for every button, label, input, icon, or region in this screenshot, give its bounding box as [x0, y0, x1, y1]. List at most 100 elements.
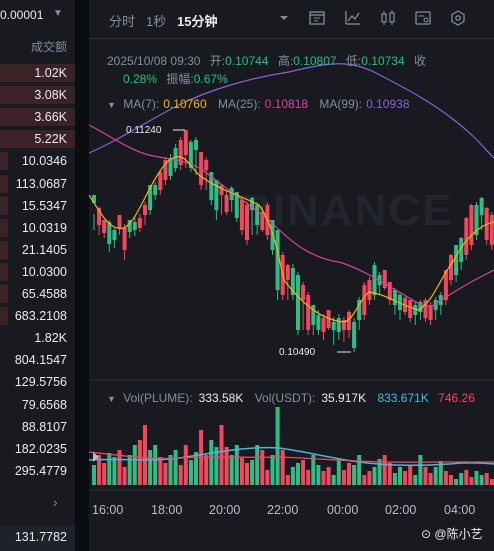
scroll-marker-icon[interactable]	[93, 452, 99, 462]
chart-line-icon[interactable]	[344, 9, 362, 27]
time-axis-label: 16:00	[92, 503, 124, 517]
order-book-row[interactable]: 1.82K	[0, 327, 75, 349]
order-book-row[interactable]: 129.5756	[0, 371, 75, 393]
column-header-turnover: 成交额	[30, 40, 67, 54]
order-book-row[interactable]: 5.22K	[0, 128, 75, 150]
depth-bar	[0, 240, 8, 259]
candle-body	[474, 205, 479, 235]
order-book-row[interactable]: 3.66K	[0, 106, 75, 128]
chevron-down-icon: ▼	[53, 8, 63, 19]
volume-bar	[163, 463, 168, 485]
order-book-row[interactable]: 10.0300	[0, 261, 75, 283]
order-book-row[interactable]: 79.6568	[0, 394, 75, 416]
candle-body	[382, 270, 387, 288]
depth-bar	[0, 152, 8, 171]
depth-bar	[0, 262, 8, 281]
volume-bar	[321, 471, 326, 485]
candle-body	[459, 238, 464, 262]
volume-bar	[214, 447, 219, 485]
candle-type-icon[interactable]	[379, 9, 397, 27]
depth-bar	[0, 307, 8, 326]
volume-bar	[158, 457, 163, 485]
candle-body	[245, 205, 249, 240]
volume-bar	[357, 455, 362, 485]
order-book-row[interactable]: 15.5347	[0, 195, 75, 217]
order-book-panel: 0.00001 ▼ 成交额 1.02K 3.08K 3.66K 5.22K 10.034…	[0, 0, 75, 551]
volume-bar	[311, 455, 316, 485]
order-book-row[interactable]: 182.0235	[0, 438, 75, 460]
order-book-row[interactable]: 88.8107	[0, 416, 75, 438]
candle-body	[347, 312, 351, 330]
volume-bar	[183, 445, 188, 485]
candle-body	[153, 185, 158, 195]
row-value: 65.4588	[21, 287, 67, 301]
ma25-label: MA(25):	[218, 97, 261, 111]
chart-canvas: BINANCE	[89, 63, 494, 491]
volume-bar	[469, 477, 474, 485]
candle-body	[194, 140, 198, 150]
depth-bar	[0, 130, 75, 149]
candle-body	[199, 152, 204, 185]
candle-body	[367, 280, 372, 300]
volume-bar	[265, 470, 270, 485]
change-row: 0.28% 振幅:0.67%	[123, 70, 228, 87]
candle-body	[127, 220, 132, 232]
precision-value: 0.00001	[0, 8, 44, 22]
candle-body	[331, 322, 336, 330]
volume-bar	[153, 445, 158, 485]
depth-bar	[0, 86, 75, 105]
candle-body	[163, 160, 168, 180]
candle-body	[209, 172, 214, 200]
order-book-row[interactable]: 21.1405	[0, 239, 75, 261]
order-book-row[interactable]: 10.0346	[0, 150, 75, 172]
chevron-right-icon[interactable]: ›	[53, 494, 58, 510]
candle-body	[290, 268, 295, 295]
volume-bar	[387, 463, 392, 485]
kline-chart[interactable]: 分时 1秒 15分钟 BINANCE 0.11240 0.10490 2025/…	[89, 0, 494, 551]
gear-icon[interactable]	[449, 9, 467, 27]
candle-datetime: 2025/10/08 09:30	[107, 54, 201, 68]
chart-settings-icon[interactable]	[414, 9, 432, 27]
order-book-row[interactable]: 804.1547	[0, 349, 75, 371]
volume-bar	[255, 445, 260, 485]
order-book-row[interactable]: 295.4779	[0, 460, 75, 482]
order-book-row[interactable]: 3.08K	[0, 84, 75, 106]
volume-bar	[245, 463, 249, 485]
order-book-row[interactable]: 10.0319	[0, 217, 75, 239]
volume-bar	[178, 465, 183, 485]
volume-bar	[102, 463, 107, 485]
interval-dropdown-icon[interactable]	[275, 9, 293, 27]
chart-toolbar: 分时 1秒 15分钟	[89, 0, 494, 39]
candle-body	[408, 300, 413, 318]
volume-bar	[122, 467, 127, 485]
tab-15m[interactable]: 15分钟	[177, 14, 218, 29]
volume-bar	[143, 425, 147, 485]
high-price-label: 0.11240	[126, 125, 162, 136]
candle-body	[479, 198, 484, 215]
vol-ma2-value: 746.26	[438, 391, 475, 405]
indicator-settings-icon[interactable]	[308, 9, 326, 27]
volume-bar	[285, 475, 290, 485]
candle-body	[183, 130, 188, 155]
candle-body	[362, 285, 367, 315]
order-book-row[interactable]: 113.0687	[0, 173, 75, 195]
volume-bar	[459, 473, 464, 485]
order-book-row[interactable]: 1.02K	[0, 62, 75, 84]
tab-1s[interactable]: 1秒	[146, 14, 167, 29]
candle-body	[392, 290, 397, 305]
candle-body	[168, 158, 173, 176]
precision-selector[interactable]: 0.00001 ▼	[0, 8, 75, 22]
row-value: 1.02K	[34, 66, 67, 80]
order-book-row[interactable]: 65.4588	[0, 283, 75, 305]
volume-bar	[229, 455, 234, 485]
order-book-row[interactable]: 683.2108	[0, 305, 75, 327]
row-value: 182.0235	[14, 441, 67, 456]
candle-body	[275, 230, 280, 290]
volume-bar	[194, 452, 198, 485]
candle-body	[132, 222, 137, 230]
tab-time-sharing[interactable]: 分时	[109, 14, 136, 29]
volume-bar	[449, 475, 453, 485]
candle-body	[137, 218, 142, 228]
volume-bar	[408, 465, 413, 485]
candle-body	[260, 212, 265, 230]
